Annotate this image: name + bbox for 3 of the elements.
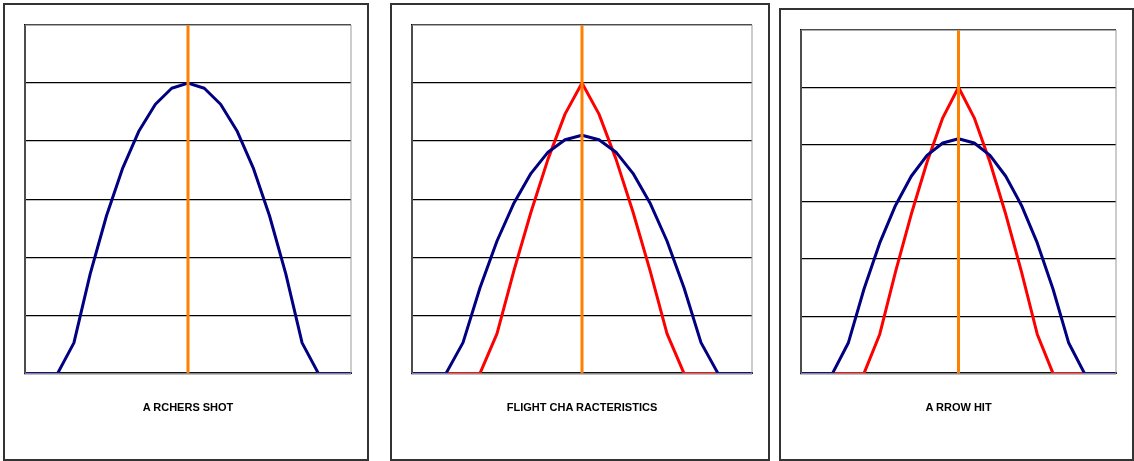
- x-axis-title: FLIGHT CHA RACTERISTICS: [506, 401, 658, 414]
- x-axis-title: A RROW HIT: [925, 401, 992, 414]
- x-axis-title: A RCHERS SHOT: [142, 401, 234, 414]
